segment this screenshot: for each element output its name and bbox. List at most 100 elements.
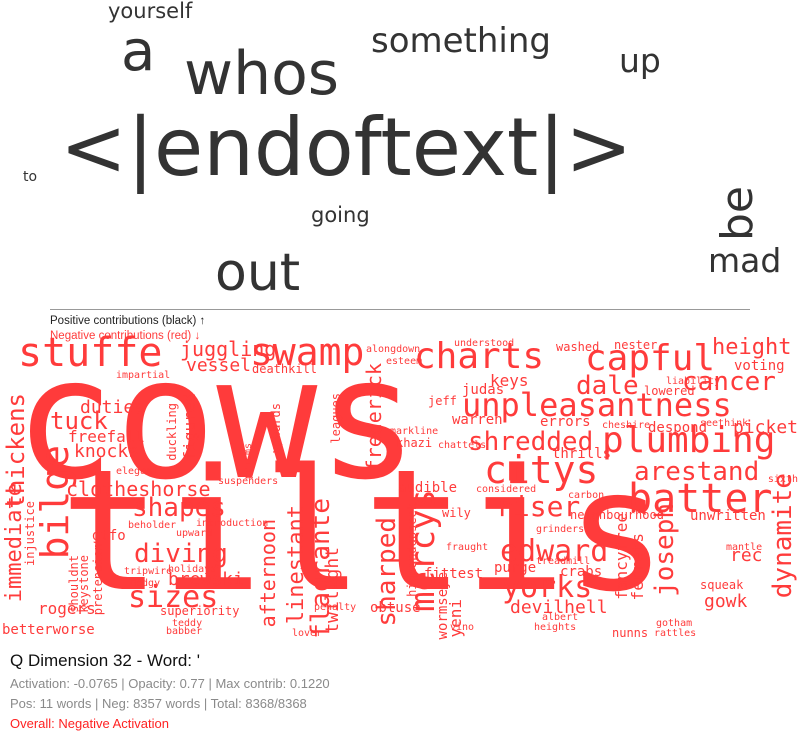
cloud-word: up: [619, 41, 661, 80]
cloud-word: knocks: [74, 441, 140, 462]
cloud-word: crabs: [560, 564, 603, 580]
section-divider: [50, 309, 750, 310]
cloud-word: mantle: [726, 542, 763, 553]
negative-word-cloud: cows tiltis stuffe swamp charts capful height c…: [0, 333, 800, 640]
cloud-word: tiltis: [60, 433, 667, 629]
cloud-word: teddy: [172, 618, 203, 629]
cloud-word: errors: [540, 414, 591, 430]
cloud-word: holidays: [168, 564, 217, 575]
cloud-word: penalty: [314, 602, 357, 613]
cloud-word: seethink: [700, 418, 749, 429]
cloud-word: brewski: [168, 569, 244, 590]
cloud-word: beholder: [128, 520, 177, 531]
cloud-word: <|endoftext|>: [60, 101, 633, 194]
cloud-word: clotheshorse: [66, 477, 211, 501]
activation-stats: Activation: -0.0765 | Opacity: 0.77 | Ma…: [10, 676, 330, 691]
cloud-word: whos: [184, 39, 340, 109]
cloud-word: dale: [576, 371, 639, 401]
cloud-word: heights: [534, 622, 577, 633]
cloud-word: citys: [484, 448, 599, 492]
cloud-word: out: [215, 243, 301, 303]
cloud-word: unwritten: [690, 508, 766, 524]
cloud-word: injustice: [23, 501, 37, 567]
cloud-word: impartial: [116, 370, 171, 381]
cloud-word: deathkill: [252, 362, 318, 376]
cloud-word: gowk: [704, 591, 748, 612]
cloud-word: something: [371, 21, 552, 61]
cloud-word: juggling: [180, 337, 277, 361]
cloud-word: devilhell: [510, 597, 608, 618]
cloud-word: voting: [734, 358, 785, 374]
cloud-word: grinders: [536, 524, 585, 535]
cloud-word: prisms: [243, 443, 254, 480]
cloud-word: fraught: [446, 542, 489, 553]
cloud-word: tripwire: [124, 566, 173, 577]
cloud-word: stuffe: [18, 330, 163, 376]
cloud-word: freefall: [68, 427, 146, 446]
cloud-word: elegant: [116, 466, 159, 477]
cloud-word: height: [712, 335, 792, 360]
cloud-word: squeak: [700, 578, 744, 592]
cloud-word: markline: [390, 426, 439, 437]
cloud-word: riser: [496, 490, 581, 523]
legend-positive: Positive contributions (black) ↑: [50, 315, 206, 327]
cloud-word: twilight: [322, 547, 343, 634]
cloud-word: upwards: [269, 403, 283, 454]
cloud-word: shapes: [132, 493, 226, 523]
cloud-word: suspenders: [218, 476, 279, 487]
cloud-word: dodgy: [130, 578, 161, 589]
cloud-word: warren: [452, 412, 503, 428]
cloud-word: tuck: [50, 407, 108, 435]
cloud-word: upward: [176, 528, 213, 539]
cloud-word: rec: [730, 545, 763, 566]
cloud-word: duties: [80, 397, 146, 418]
cloud-word: despond: [648, 420, 708, 436]
cloud-word: nunns: [612, 626, 649, 640]
cloud-word: unpleasantness: [462, 386, 732, 424]
cloud-word: babber: [166, 626, 203, 637]
cloud-word: pretension: [91, 543, 105, 616]
cloud-word: be: [712, 186, 763, 241]
cloud-word: rattles: [654, 628, 697, 639]
cloud-word: ferrets: [628, 533, 647, 601]
cloud-word: yorks: [502, 570, 593, 605]
cloud-word: dynamite: [768, 473, 798, 599]
cloud-word: treadmill: [536, 556, 591, 567]
cloud-word: superiority: [160, 604, 240, 618]
cloud-word: to: [23, 169, 38, 185]
cloud-word: rogers: [38, 599, 96, 618]
cloud-word: introduction: [196, 518, 269, 529]
cloud-word: edward: [500, 534, 609, 569]
cloud-word: bilge: [33, 445, 77, 560]
cloud-word: arestand: [634, 457, 760, 487]
cloud-word: afternoon: [256, 519, 280, 628]
cloud-word: hideandgoseek: [405, 503, 419, 597]
cloud-word: alongdown: [366, 344, 421, 355]
cloud-word: cheshire: [602, 420, 651, 431]
cloud-word: picket: [732, 417, 798, 438]
info-footer: Q Dimension 32 - Word: ' Activation: -0.…: [10, 648, 330, 734]
cloud-word: yourself: [108, 0, 193, 23]
cloud-word: wily: [442, 506, 471, 520]
cloud-word: cancer: [682, 367, 776, 397]
cloud-word: vino: [450, 622, 475, 633]
cloud-word: liability: [666, 376, 721, 387]
cloud-word: leagues: [329, 393, 343, 444]
legend-negative: Negative contributions (red) ↓: [50, 330, 201, 342]
cloud-word: chattels: [438, 440, 487, 451]
cloud-word: gtfo: [92, 528, 126, 544]
cloud-word: carbon: [568, 490, 605, 501]
cloud-word: purge: [494, 560, 537, 576]
cloud-word: lover: [292, 628, 323, 639]
cloud-word: figured: [180, 393, 199, 461]
cloud-word: considered: [476, 484, 537, 495]
cloud-word: esteem: [386, 356, 423, 367]
overall-activation: Overall: Negative Activation: [10, 716, 169, 731]
cloud-word: understood: [454, 338, 515, 349]
cloud-word: shredded: [468, 427, 594, 457]
cloud-word: gotham: [656, 618, 693, 629]
cloud-word: betterworse: [2, 622, 95, 638]
cloud-word: jeff: [428, 394, 457, 408]
cloud-word: batter: [628, 476, 773, 522]
cloud-word: swamp: [250, 330, 365, 374]
